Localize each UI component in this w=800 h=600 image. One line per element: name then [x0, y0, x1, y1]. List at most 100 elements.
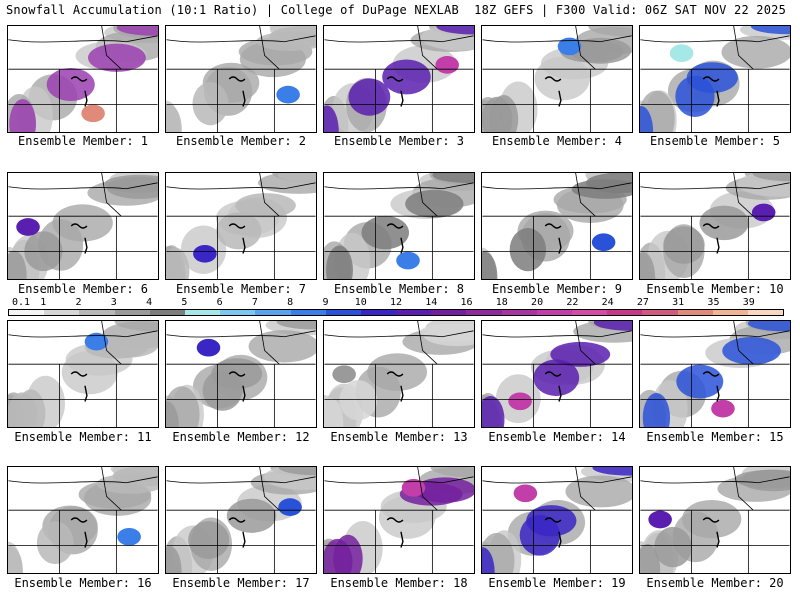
colorbar-swatch	[290, 310, 326, 315]
colorbar-tick-label: 2	[75, 297, 82, 308]
ensemble-panel	[481, 172, 633, 280]
colorbar-swatch	[712, 310, 748, 315]
colorbar-tick-label: 16	[460, 297, 473, 308]
ensemble-panel	[165, 320, 317, 428]
ensemble-panel	[639, 172, 791, 280]
colorbar	[8, 309, 784, 316]
snowfall-map	[482, 173, 632, 279]
colorbar-tick-label: 27	[636, 297, 649, 308]
colorbar-tick-label: 5	[181, 297, 188, 308]
snowfall-map	[8, 173, 158, 279]
ensemble-panel	[323, 25, 475, 133]
colorbar-swatch	[220, 310, 256, 315]
colorbar-swatch	[642, 310, 678, 315]
ensemble-member-label: Ensemble Member: 18	[330, 576, 468, 590]
colorbar-tick-label: 22	[566, 297, 579, 308]
snowfall-map	[324, 467, 474, 573]
page-title: Snowfall Accumulation (10:1 Ratio) | Col…	[6, 3, 459, 17]
colorbar-tick-label: 18	[495, 297, 508, 308]
ensemble-panel	[165, 466, 317, 574]
colorbar-swatch	[360, 310, 397, 315]
ensemble-member-label: Ensemble Member: 2	[175, 134, 307, 148]
colorbar-swatch	[114, 310, 150, 315]
colorbar-tick-label: 8	[287, 297, 294, 308]
snowfall-map	[324, 321, 474, 427]
ensemble-panel	[481, 466, 633, 574]
ensemble-panel	[7, 466, 159, 574]
ensemble-panel	[165, 25, 317, 133]
ensemble-member-label: Ensemble Member: 14	[488, 430, 626, 444]
ensemble-panel	[323, 320, 475, 428]
ensemble-member-label: Ensemble Member: 9	[491, 282, 623, 296]
ensemble-member-label: Ensemble Member: 5	[649, 134, 781, 148]
ensemble-member-label: Ensemble Member: 15	[646, 430, 784, 444]
ensemble-member-label: Ensemble Member: 4	[491, 134, 623, 148]
colorbar-swatch	[184, 310, 221, 315]
colorbar-tick-label: 14	[425, 297, 438, 308]
colorbar-swatch	[607, 310, 643, 315]
snowfall-map	[640, 321, 790, 427]
colorbar-tick-label: 39	[742, 297, 755, 308]
snowfall-map	[324, 26, 474, 132]
ensemble-member-label: Ensemble Member: 3	[333, 134, 465, 148]
ensemble-member-label: Ensemble Member: 17	[172, 576, 310, 590]
ensemble-panel	[323, 172, 475, 280]
ensemble-member-label: Ensemble Member: 16	[14, 576, 152, 590]
colorbar-ticks: 0.1 1 2 3 4 5 6 7 8 9 10 12 14 16 18 20 22 24 27 31 35 39	[8, 297, 784, 309]
colorbar-tick-label: 6	[216, 297, 223, 308]
colorbar-tick-label: 1	[40, 297, 47, 308]
colorbar-tick-label: 0.1	[12, 297, 31, 308]
colorbar-tick-label: 35	[707, 297, 720, 308]
ensemble-panel	[165, 172, 317, 280]
ensemble-panel	[639, 466, 791, 574]
colorbar-tick-label: 9	[322, 297, 329, 308]
ensemble-member-label: Ensemble Member: 6	[17, 282, 149, 296]
ensemble-member-label: Ensemble Member: 12	[172, 430, 310, 444]
colorbar-swatch	[325, 310, 361, 315]
colorbar-tick-label: 7	[251, 297, 258, 308]
ensemble-panel	[7, 172, 159, 280]
colorbar-tick-label: 4	[146, 297, 153, 308]
snowfall-map	[166, 321, 316, 427]
snowfall-map	[166, 173, 316, 279]
colorbar-swatch	[431, 310, 467, 315]
snowfall-map	[640, 173, 790, 279]
ensemble-panel	[481, 320, 633, 428]
ensemble-member-label: Ensemble Member: 20	[646, 576, 784, 590]
ensemble-member-label: Ensemble Member: 10	[646, 282, 784, 296]
ensemble-panel	[481, 25, 633, 133]
colorbar-tick-label: 12	[389, 297, 403, 308]
colorbar-swatch	[677, 310, 713, 315]
ensemble-panel	[639, 320, 791, 428]
ensemble-member-label: Ensemble Member: 7	[175, 282, 307, 296]
colorbar-swatch	[747, 310, 784, 315]
snowfall-map	[8, 321, 158, 427]
ensemble-member-label: Ensemble Member: 8	[333, 282, 465, 296]
colorbar-tick-label: 20	[531, 297, 544, 308]
snowfall-map	[166, 26, 316, 132]
colorbar-tick-label: 24	[601, 297, 614, 308]
colorbar-swatch	[466, 310, 502, 315]
colorbar-tick-label: 3	[110, 297, 117, 308]
snowfall-map	[166, 467, 316, 573]
snowfall-map	[640, 26, 790, 132]
colorbar-tick-label: 10	[354, 297, 367, 308]
snowfall-map	[482, 321, 632, 427]
ensemble-panel	[7, 25, 159, 133]
colorbar-tick-label: 31	[672, 297, 685, 308]
snowfall-map	[8, 467, 158, 573]
ensemble-member-label: Ensemble Member: 13	[330, 430, 468, 444]
snowfall-map	[640, 467, 790, 573]
colorbar-swatch	[255, 310, 291, 315]
colorbar-swatch	[501, 310, 537, 315]
snowfall-map	[482, 26, 632, 132]
colorbar-swatch	[396, 310, 432, 315]
colorbar-swatch	[536, 310, 572, 315]
colorbar-swatch	[149, 310, 185, 315]
snowfall-map	[324, 173, 474, 279]
snowfall-map	[8, 26, 158, 132]
ensemble-member-label: Ensemble Member: 19	[488, 576, 626, 590]
colorbar-swatch	[79, 310, 115, 315]
colorbar-swatch	[572, 310, 608, 315]
ensemble-member-label: Ensemble Member: 11	[14, 430, 152, 444]
